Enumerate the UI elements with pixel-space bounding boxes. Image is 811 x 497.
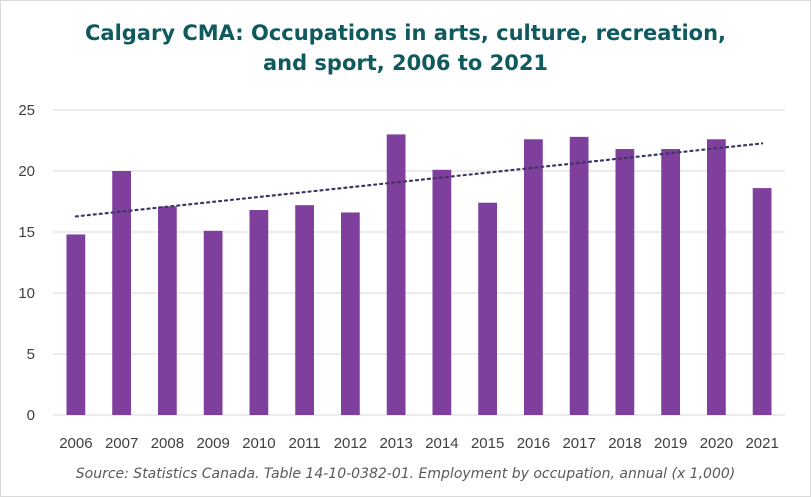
x-tick-label: 2019: [654, 435, 687, 452]
bar-2017: [569, 136, 589, 415]
bar-2011: [295, 205, 315, 415]
x-tick-label: 2012: [334, 435, 367, 452]
x-tick-label: 2016: [517, 435, 550, 452]
trendline: [74, 142, 764, 218]
x-tick-label: 2015: [471, 435, 504, 452]
bar-2018: [615, 149, 635, 416]
x-tick-label: 2014: [425, 435, 458, 452]
bar-2010: [249, 210, 269, 415]
x-tick-label: 2021: [745, 435, 778, 452]
bar-2008: [157, 206, 177, 415]
source-note: Source: Statistics Canada. Table 14-10-0…: [75, 466, 736, 482]
y-tick-label: 5: [27, 346, 35, 363]
chart-title: Calgary CMA: Occupations in arts, cultur…: [0, 18, 811, 78]
x-tick-label: 2006: [59, 435, 92, 452]
y-tick-label: 10: [18, 285, 35, 302]
trendline-group: [74, 142, 764, 218]
y-axis-ticks: 0 5 10 15 20 25: [18, 102, 35, 424]
bar-2009: [203, 230, 223, 415]
bar-2012: [340, 212, 360, 415]
bar-2020: [706, 139, 726, 415]
x-tick-label: 2009: [196, 435, 229, 452]
bar-2007: [112, 171, 132, 415]
chart-title-line-1: Calgary CMA: Occupations in arts, cultur…: [84, 21, 727, 45]
bar-2019: [661, 149, 681, 416]
x-tick-label: 2008: [151, 435, 184, 452]
bar-2006: [66, 234, 86, 415]
bar-2013: [386, 134, 406, 415]
bar-2014: [432, 169, 452, 415]
y-tick-label: 20: [18, 163, 35, 180]
y-tick-label: 15: [18, 224, 35, 241]
x-tick-label: 2011: [288, 435, 320, 452]
x-axis-ticks: 2006 2007 2008 2009 2010 2011 2012 2013 2014 2015…: [59, 435, 779, 452]
y-tick-label: 25: [18, 102, 35, 119]
x-tick-label: 2007: [105, 435, 138, 452]
bar-2016: [523, 139, 543, 415]
chart-title-line-2: and sport, 2006 to 2021: [262, 51, 549, 75]
bars: [66, 134, 772, 416]
x-tick-label: 2017: [562, 435, 595, 452]
x-tick-label: 2013: [379, 435, 412, 452]
bar-2015: [478, 202, 498, 415]
bar-2021: [752, 188, 772, 415]
x-tick-label: 2010: [242, 435, 275, 452]
y-tick-label: 0: [27, 407, 35, 424]
x-tick-label: 2018: [608, 435, 641, 452]
x-tick-label: 2020: [700, 435, 733, 452]
